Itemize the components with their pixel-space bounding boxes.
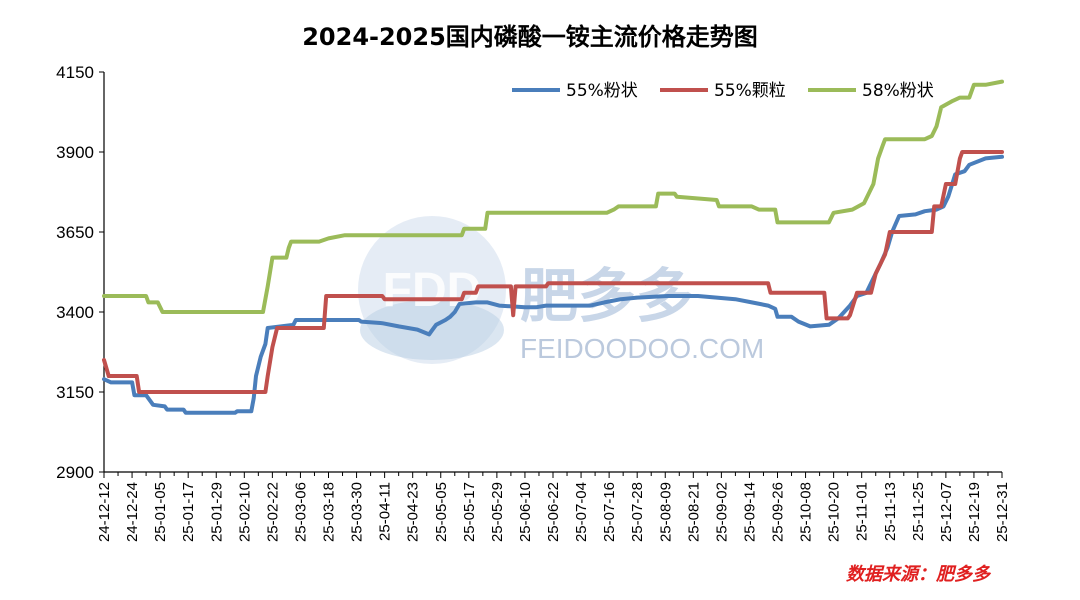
y-tick-label: 3400 (56, 303, 94, 322)
x-tick-label: 25-08-09 (657, 482, 674, 542)
legend-label-1: 55%粉状 (566, 81, 638, 101)
y-tick-label: 3650 (56, 223, 94, 242)
x-tick-label: 25-04-23 (405, 482, 422, 542)
chart-title: 2024-2025国内磷酸一铵主流价格走势图 (302, 23, 758, 51)
x-tick-label: 25-04-11 (377, 482, 394, 541)
series-line-2 (102, 150, 1004, 394)
x-tick-label: 25-11-25 (910, 482, 927, 541)
x-tick-label: 25-02-10 (236, 482, 253, 542)
x-tick-label: 25-07-04 (573, 482, 590, 542)
source-note: 数据来源：肥多多 (846, 564, 992, 585)
x-tick-label: 25-09-14 (741, 482, 758, 542)
legend-label-2: 55%颗粒 (714, 81, 786, 101)
x-tick-label: 25-11-13 (882, 482, 899, 541)
x-tick-label: 25-10-08 (798, 482, 815, 542)
watermark-logo-text: FDD (383, 264, 482, 317)
x-tick-label: 24-12-24 (124, 482, 141, 542)
y-tick-label: 2900 (56, 463, 94, 482)
y-tick-label: 3900 (56, 143, 94, 162)
x-tick-label: 25-07-28 (629, 482, 646, 542)
watermark-logo: FDD (358, 216, 506, 364)
x-tick-label: 25-01-29 (208, 482, 225, 542)
watermark: FDD 肥多多 FEIDOODOO.COM (358, 216, 764, 364)
x-tick-label: 25-08-21 (685, 482, 702, 542)
x-tick-label: 25-05-05 (433, 482, 450, 542)
x-tick-label: 25-05-29 (489, 482, 506, 542)
x-tick-label: 25-03-30 (349, 482, 366, 542)
x-tick-label: 25-12-07 (938, 482, 955, 542)
x-tick-label: 25-03-06 (292, 482, 309, 542)
x-tick-label: 25-05-17 (461, 482, 478, 542)
legend: 55%粉状 55%颗粒 58%粉状 (512, 81, 934, 101)
x-tick-label: 24-12-12 (96, 482, 113, 542)
legend-label-3: 58%粉状 (862, 81, 934, 101)
series-layer (102, 79, 1004, 415)
x-tick-label: 25-02-22 (264, 482, 281, 542)
series-line-3 (102, 79, 1004, 314)
x-tick-label: 25-11-01 (854, 482, 871, 541)
x-tick-label: 25-10-20 (826, 482, 843, 542)
y-tick-label: 3150 (56, 383, 94, 402)
x-tick-label: 25-07-16 (601, 482, 618, 542)
x-tick-label: 25-06-22 (545, 482, 562, 542)
x-tick-label: 25-09-26 (770, 482, 787, 542)
x-tick-label: 25-03-18 (321, 482, 338, 542)
axes: 2900 3150 3400 3650 3900 4150 24-12-12 24-12-24… (56, 63, 1011, 542)
x-tick-label: 25-06-10 (517, 482, 534, 542)
x-tick-label: 25-09-02 (713, 482, 730, 542)
y-tick-label: 4150 (56, 63, 94, 82)
watermark-url-text: FEIDOODOO.COM (520, 333, 764, 364)
x-tick-label: 25-01-17 (180, 482, 197, 542)
x-tick-label: 25-12-19 (966, 482, 983, 542)
x-tick-label: 25-01-05 (152, 482, 169, 542)
x-tick-label: 25-12-31 (994, 482, 1011, 542)
